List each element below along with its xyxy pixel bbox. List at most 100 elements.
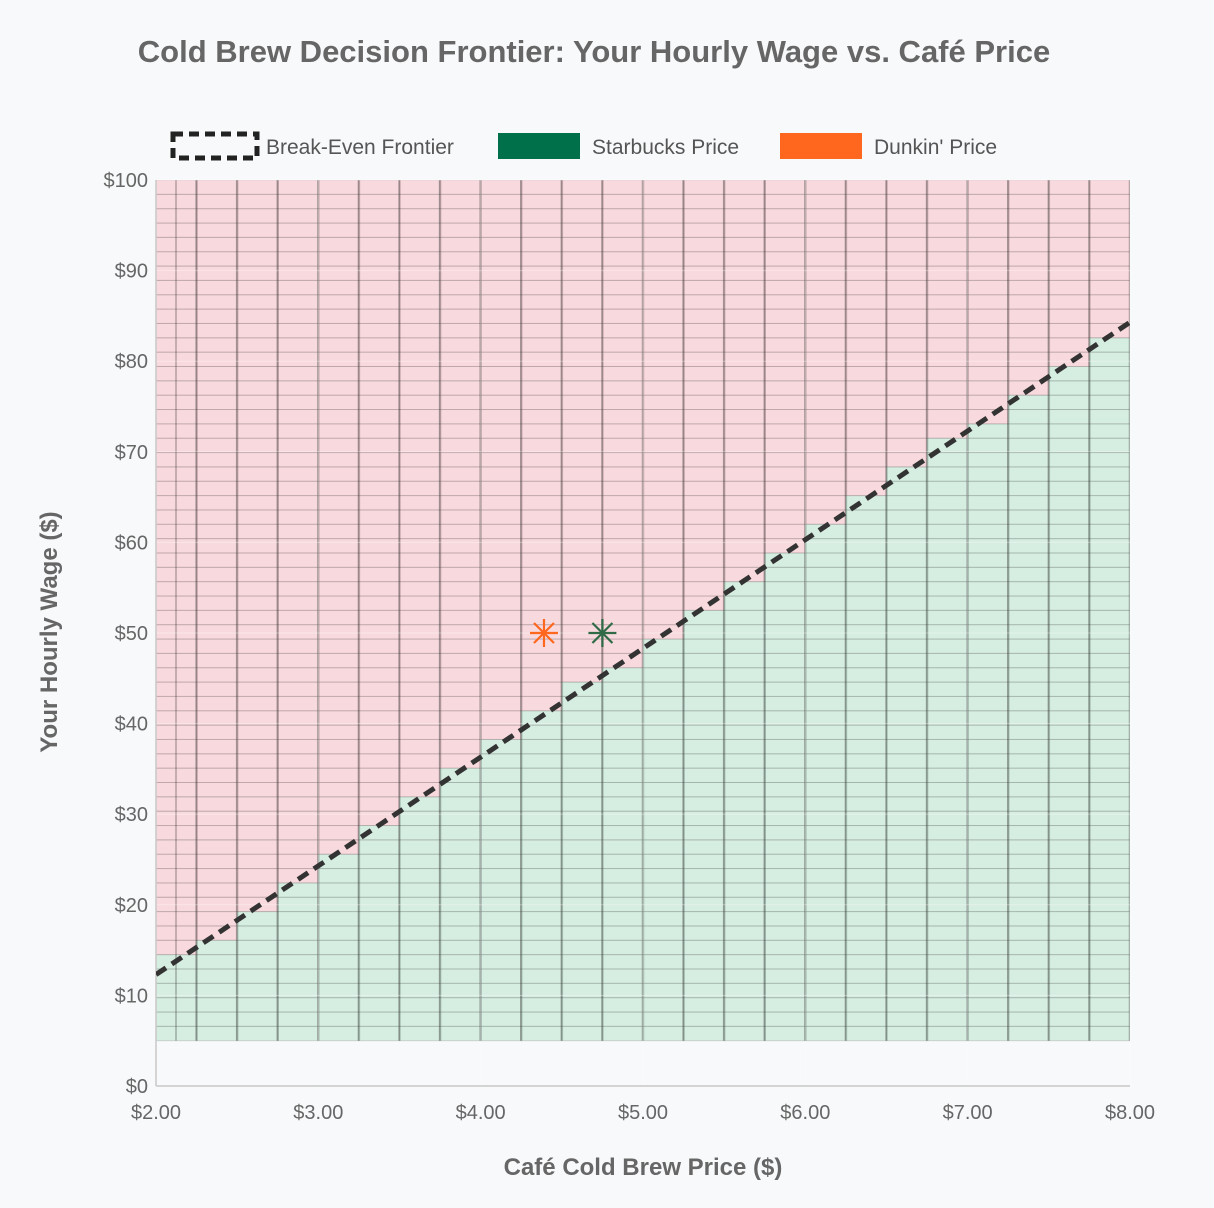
heatmap-cell: [723, 609, 766, 626]
heatmap-cell: [1007, 652, 1050, 669]
heatmap-cell: [1048, 322, 1090, 339]
heatmap-cell: [1007, 365, 1050, 382]
heatmap-cell: [236, 853, 279, 870]
x-tick-label: $8.00: [1105, 1102, 1155, 1124]
legend-frontier-label[interactable]: Break-Even Frontier: [266, 136, 454, 159]
heatmap-cell: [601, 480, 644, 497]
heatmap-cell: [642, 781, 685, 798]
heatmap-cell: [317, 911, 360, 927]
heatmap-cell: [804, 265, 847, 281]
heatmap-cell: [236, 351, 279, 367]
heatmap-cell: [317, 538, 360, 554]
heatmap-cell: [845, 480, 888, 497]
heatmap-cell: [683, 566, 725, 583]
heatmap-cell: [601, 939, 644, 956]
heatmap-cell: [317, 552, 360, 568]
heatmap-cell: [804, 839, 847, 855]
heatmap-cell: [196, 681, 238, 697]
heatmap-cell: [886, 566, 928, 583]
heatmap-cell: [886, 839, 928, 855]
heatmap-cell: [723, 423, 766, 439]
heatmap-cell: [196, 351, 238, 367]
starbucks-price-marker[interactable]: [588, 619, 617, 647]
heatmap-cell: [764, 566, 806, 583]
heatmap-cell: [642, 222, 685, 238]
heatmap-cell: [967, 724, 1009, 740]
heatmap-cell: [156, 222, 198, 238]
heatmap-cell: [156, 638, 198, 654]
heatmap-cell: [439, 294, 482, 310]
heatmap-cell: [926, 308, 969, 324]
heatmap-cell: [520, 968, 563, 984]
heatmap-cell: [156, 868, 198, 884]
heatmap-cell: [601, 767, 644, 783]
heatmap-cell: [967, 208, 1009, 224]
y-tick-label: $70: [115, 442, 148, 464]
heatmap-cell: [723, 466, 766, 482]
heatmap-cell: [196, 667, 238, 683]
heatmap-cell: [399, 638, 441, 654]
heatmap-cell: [967, 495, 1009, 511]
heatmap-cell: [804, 552, 847, 568]
marker-stroke: [591, 622, 614, 644]
heatmap-cell: [236, 193, 279, 210]
heatmap-cell: [156, 781, 198, 798]
heatmap-cell: [886, 180, 928, 195]
heatmap-cell: [926, 853, 969, 870]
heatmap-cell: [642, 365, 685, 382]
heatmap-cell: [196, 753, 238, 769]
heatmap-cell: [561, 638, 603, 654]
heatmap-cell: [926, 810, 969, 827]
heatmap-cell: [601, 968, 644, 984]
heatmap-cell: [886, 595, 928, 611]
chart-title: Cold Brew Decision Frontier: Your Hourly…: [138, 34, 1050, 69]
heatmap-cell: [480, 509, 522, 525]
heatmap-cell: [926, 868, 969, 884]
heatmap-cell: [317, 423, 360, 439]
heatmap-cell: [886, 997, 928, 1013]
heatmap-cell: [480, 595, 522, 611]
heatmap-cell: [236, 695, 279, 712]
heatmap-cell: [1088, 538, 1130, 554]
heatmap-cell: [601, 781, 644, 798]
legend-dunkin-label[interactable]: Dunkin' Price: [874, 136, 997, 159]
heatmap-cell: [156, 925, 198, 941]
heatmap-cell: [845, 1025, 888, 1042]
heatmap-cell: [967, 308, 1009, 324]
heatmap-cell: [399, 609, 441, 626]
heatmap-cell: [601, 581, 644, 597]
heatmap-cell: [845, 180, 888, 195]
heatmap-cell: [358, 552, 400, 568]
heatmap-cell: [642, 351, 685, 367]
heatmap-cell: [1048, 753, 1090, 769]
heatmap-cell: [886, 337, 928, 353]
heatmap-cell: [683, 1025, 725, 1042]
heatmap-cell: [1088, 853, 1130, 870]
heatmap-cell: [1048, 581, 1090, 597]
dunkin-price-marker[interactable]: [529, 619, 558, 647]
heatmap-cell: [845, 710, 888, 726]
heatmap-cell: [277, 251, 319, 267]
heatmap-cell: [642, 710, 685, 726]
heatmap-cell: [764, 394, 806, 411]
legend-starbucks-label[interactable]: Starbucks Price: [592, 136, 739, 159]
heatmap-cell: [1048, 251, 1090, 267]
heatmap-cell: [845, 208, 888, 224]
heatmap-cell: [156, 180, 198, 195]
heatmap-cell: [399, 925, 441, 941]
heatmap-cell: [358, 509, 400, 525]
heatmap-cell: [277, 566, 319, 583]
heatmap-cell: [561, 753, 603, 769]
heatmap-cell: [1048, 781, 1090, 798]
heatmap-cell: [845, 337, 888, 353]
heatmap-cell: [196, 796, 238, 812]
heatmap-cell: [156, 208, 198, 224]
heatmap-cell: [723, 322, 766, 339]
heatmap-cell: [642, 853, 685, 870]
heatmap-cell: [480, 810, 522, 827]
heatmap-cell: [277, 394, 319, 411]
heatmap-cell: [439, 180, 482, 195]
heatmap-cell: [804, 767, 847, 783]
heatmap-cell: [723, 409, 766, 425]
heatmap-cell: [520, 853, 563, 870]
